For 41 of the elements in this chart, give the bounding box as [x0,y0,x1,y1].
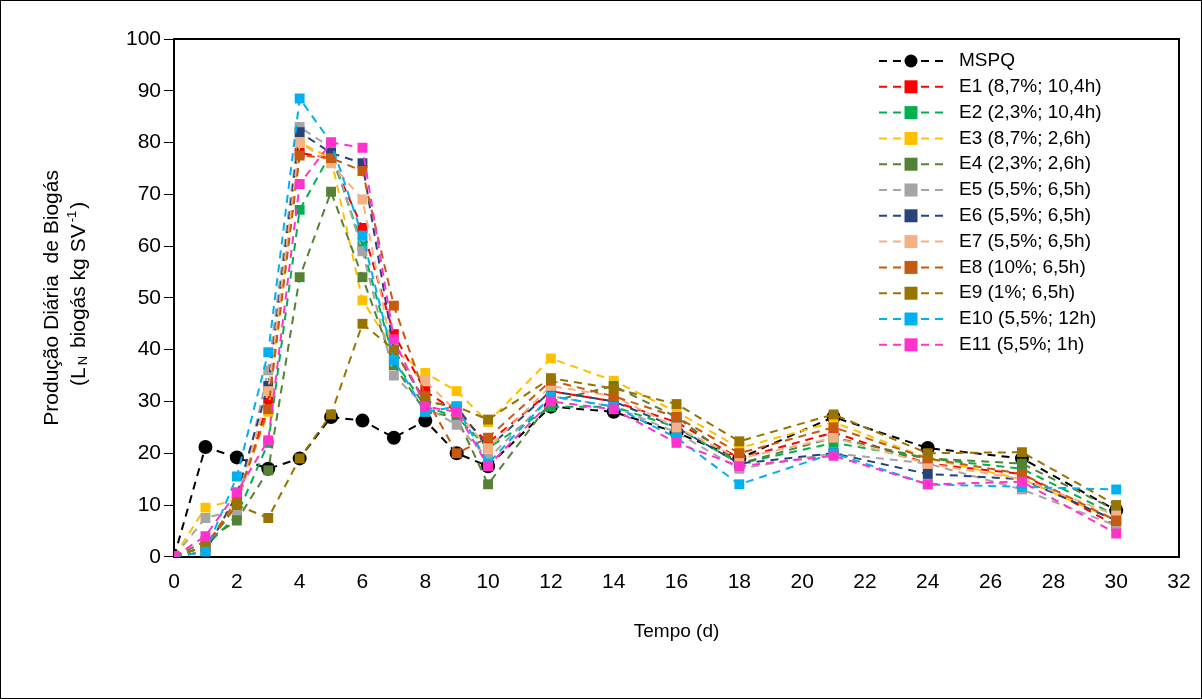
y-tick-label: 60 [137,232,162,256]
x-tick-label: 10 [476,569,500,593]
x-tick-label: 0 [168,569,180,593]
x-tick-label: 14 [602,569,626,593]
y-tick-label: 30 [137,388,162,412]
legend-label: E4 (2,3%; 2,6h) [959,152,1092,174]
y-tick-label: 70 [137,181,162,205]
legend-label: E3 (8,7%; 2,6h) [959,126,1092,148]
y-tick-label: 50 [137,284,162,308]
x-tick-label: 32 [1167,569,1191,593]
y-tick-label: 90 [137,77,162,101]
x-tick-label: 26 [978,569,1003,593]
legend-label: E9 (1%; 6,5h) [959,281,1076,303]
legend-label: E10 (5,5%; 12h) [959,307,1097,329]
x-tick-label: 22 [853,569,877,593]
x-tick-label: 30 [1104,569,1128,593]
x-tick-label: 28 [1041,569,1066,593]
x-tick-label: 2 [231,569,243,593]
y-tick-label: 20 [137,440,162,464]
x-tick-label: 24 [916,569,940,593]
legend-label: E7 (5,5%; 6,5h) [959,229,1092,251]
y-tick-label: 100 [125,25,162,49]
legend-label: MSPQ [959,49,1015,71]
x-tick-label: 4 [293,569,306,593]
x-tick-label: 18 [727,569,752,593]
legend-label: E6 (5,5%; 6,5h) [959,204,1092,226]
x-axis-title: Tempo (d) [633,620,720,642]
legend-label: E11 (5,5%; 1h) [959,333,1085,355]
legend-label: E8 (10%; 6,5h) [959,255,1086,277]
y-tick-label: 10 [137,491,162,515]
y-tick-label: 80 [137,129,162,153]
x-tick-label: 12 [539,569,563,593]
x-tick-label: 16 [664,569,689,593]
x-tick-label: 8 [419,569,432,593]
x-tick-label: 20 [790,569,814,593]
y-tick-label: 40 [137,336,162,360]
legend-label: E2 (2,3%; 10,4h) [959,100,1102,122]
x-tick-label: 6 [356,569,369,593]
legend-label: E1 (8,7%; 10,4h) [959,75,1102,97]
y-tick-label: 0 [149,543,162,567]
legend-label: E5 (5,5%; 6,5h) [959,178,1092,200]
